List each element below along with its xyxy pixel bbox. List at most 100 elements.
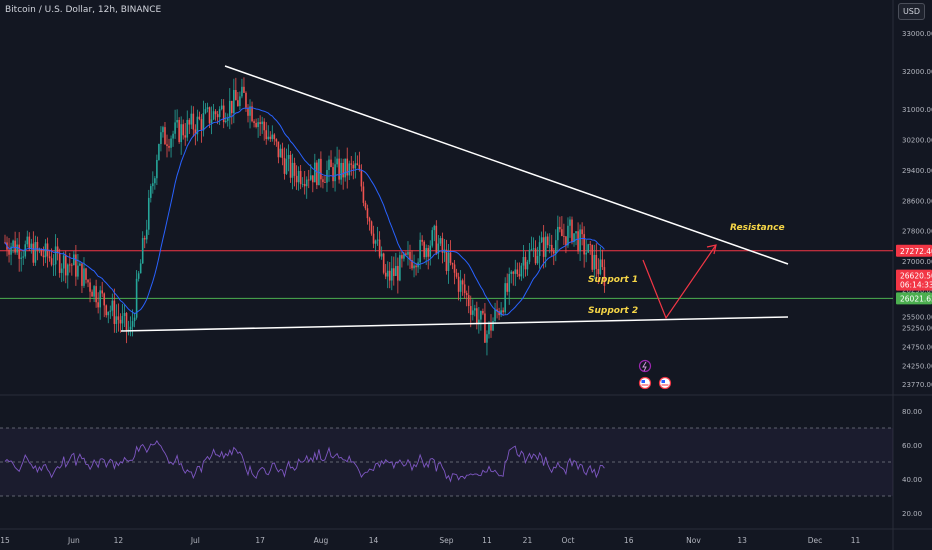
candle-body xyxy=(565,236,567,246)
candle-body xyxy=(370,221,373,234)
candle-body xyxy=(320,158,322,180)
event-icons[interactable] xyxy=(638,359,672,390)
candle-body xyxy=(50,258,53,265)
candle-body xyxy=(350,163,353,165)
candle-body xyxy=(66,264,69,276)
candle-body xyxy=(160,132,162,144)
candle-body xyxy=(593,254,596,270)
candle-body xyxy=(239,96,241,107)
candle-body xyxy=(176,120,178,123)
candle-body xyxy=(358,164,361,171)
annotations: Resistance Support 1 Support 2 xyxy=(588,223,785,316)
time-tick-label: Jun xyxy=(67,536,80,545)
candle-body xyxy=(486,334,488,343)
price-label: 26021.63 xyxy=(896,292,932,305)
candle-body xyxy=(384,272,387,277)
candle-body xyxy=(12,240,14,247)
rsi-tick-label: 80.00 xyxy=(902,408,922,416)
candle-body xyxy=(451,262,454,265)
candle-body xyxy=(573,233,575,243)
candle-body xyxy=(95,286,97,303)
drawings[interactable] xyxy=(120,65,789,332)
currency-button[interactable]: USD xyxy=(898,3,925,20)
candle-body xyxy=(457,276,460,292)
candle-body xyxy=(348,163,351,176)
candle-body xyxy=(453,264,456,273)
candle-body xyxy=(103,293,106,306)
candle-body xyxy=(285,158,288,174)
candle-body xyxy=(312,175,314,183)
candle-body xyxy=(168,146,170,148)
candle-body xyxy=(561,229,563,237)
candle-body xyxy=(52,264,55,266)
candle-body xyxy=(516,269,519,275)
candle-body xyxy=(162,127,164,133)
candle-body xyxy=(555,240,557,254)
candle-body xyxy=(540,237,543,243)
candle-body xyxy=(437,243,440,254)
candle-body xyxy=(85,268,87,280)
candle-body xyxy=(536,256,539,264)
price-tick-label: 33000.00 xyxy=(902,30,932,38)
candle-body xyxy=(532,248,535,250)
candle-body xyxy=(107,311,110,316)
candle-body xyxy=(559,226,561,230)
candle-body xyxy=(346,158,349,176)
time-tick-label: Oct xyxy=(561,536,574,545)
candle-body xyxy=(581,229,583,235)
candle-body xyxy=(253,121,255,123)
candle-body xyxy=(135,278,138,318)
price-label-text: 26021.63 xyxy=(900,294,932,303)
candle-body xyxy=(512,271,515,274)
candle-body xyxy=(587,244,589,253)
time-axis[interactable]: 15 Jun 12 Jul 17 Aug 14 Sep 11 21 Oct 16 Nov 13 Dec 11 xyxy=(0,536,860,545)
price-axis[interactable]: 33000.00 32000.00 31000.00 30200.00 29400.00… xyxy=(896,30,932,518)
price-tick-label: 28600.00 xyxy=(902,197,932,205)
candle-body xyxy=(224,120,227,123)
candle-body xyxy=(62,255,65,269)
price-tick-label: 26250.00 xyxy=(902,287,932,295)
candle-body xyxy=(579,229,581,252)
candle-body xyxy=(352,164,355,169)
candle-body xyxy=(589,244,592,246)
price-tick-label: 29400.00 xyxy=(902,167,932,175)
candle-body xyxy=(156,159,158,179)
candle-body xyxy=(222,105,225,123)
candle-body xyxy=(332,167,334,182)
candle-body xyxy=(283,157,286,174)
candle-body xyxy=(287,154,290,159)
candle-body xyxy=(324,182,326,183)
candle-body xyxy=(16,244,18,253)
candle-body xyxy=(93,286,95,297)
candle-body xyxy=(40,249,43,256)
candle-body xyxy=(469,306,472,315)
candle-body xyxy=(314,162,316,183)
time-tick-label: 17 xyxy=(255,536,265,545)
candle-body xyxy=(354,163,357,169)
candle-body xyxy=(397,265,399,281)
candle-body xyxy=(506,283,508,292)
time-tick-label: 12 xyxy=(114,536,124,545)
candle-body xyxy=(121,315,124,324)
candle-body xyxy=(328,159,330,170)
candle-body xyxy=(577,231,579,252)
candle-body xyxy=(247,107,249,116)
candle-body xyxy=(425,248,427,258)
candle-body xyxy=(139,263,142,274)
candle-body xyxy=(123,313,126,316)
candle-body xyxy=(216,114,219,118)
time-tick-label: Aug xyxy=(314,536,329,545)
candle-body xyxy=(471,310,474,315)
candle-body xyxy=(546,236,549,246)
candle-body xyxy=(109,310,112,312)
candle-body xyxy=(147,197,150,230)
candle-body xyxy=(279,148,282,158)
candle-body xyxy=(571,219,573,243)
candle-body xyxy=(305,179,308,187)
candle-body xyxy=(326,169,328,183)
candle-body xyxy=(30,243,33,249)
candle-body xyxy=(200,119,203,131)
candle-body xyxy=(548,244,551,246)
candle-body xyxy=(322,179,324,183)
